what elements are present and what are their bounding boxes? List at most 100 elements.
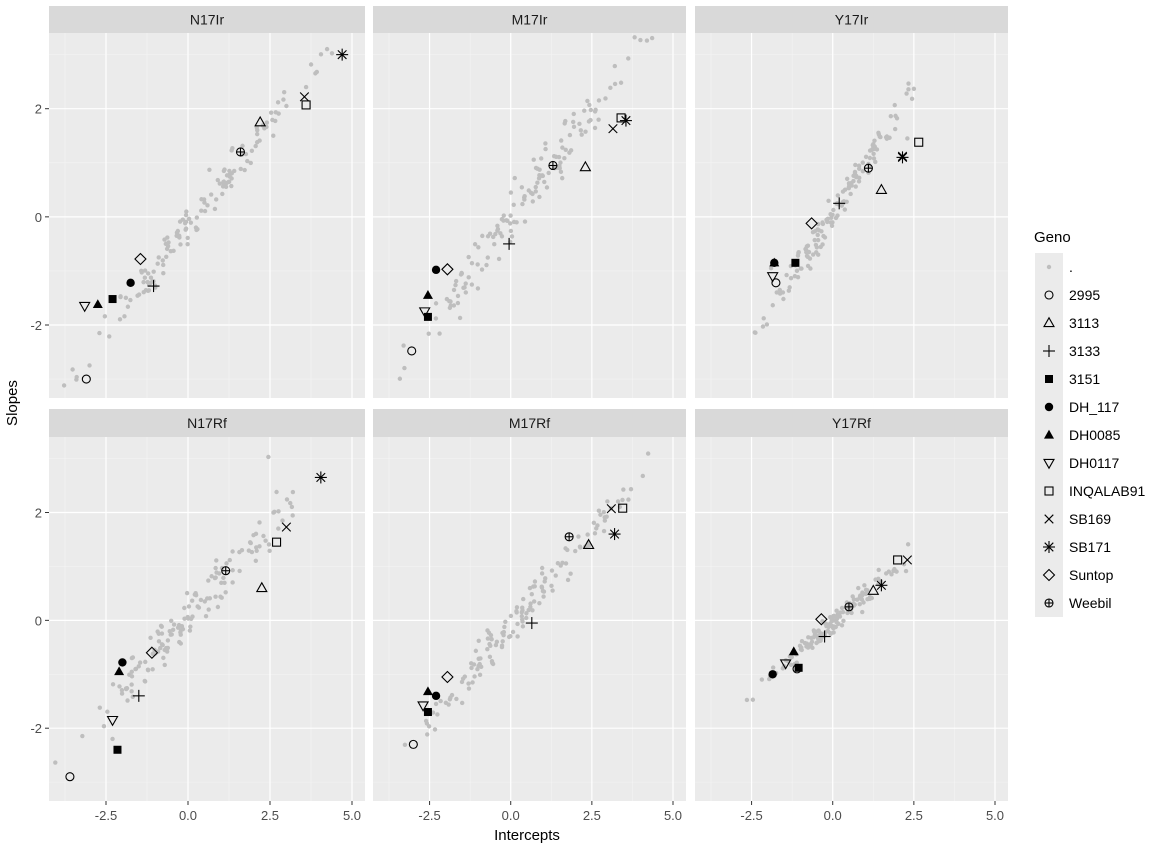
gray-point [537,600,542,606]
gray-point [853,162,858,168]
gray-point [205,203,210,208]
point-Weebil [221,566,231,576]
point-SB169 [299,92,310,102]
gray-point [475,286,481,291]
gray-point [123,686,129,691]
gray-point [160,258,165,263]
point-SB171 [619,114,632,127]
gray-point [469,282,475,287]
gray-point [788,662,794,668]
point-Suntop [145,646,159,659]
legend-label: Weebil [1069,595,1112,611]
gray-point [451,303,457,308]
legend-symbol-SB169 [1044,514,1054,524]
legend-title: Geno [1034,229,1071,246]
point-Suntop [815,612,828,626]
gray-point [466,686,472,691]
facet-strip [695,6,1008,33]
gray-point [175,228,181,234]
gray-point [219,595,224,600]
legend-label: 3133 [1069,343,1100,359]
gray-point [558,169,564,175]
gray-point [156,255,161,260]
gray-point [603,96,608,101]
gray-point [567,132,573,138]
point-SB171 [875,579,888,592]
gray-point [618,80,624,85]
gray-point [255,128,260,133]
facet-strip-label: M17Rf [509,415,550,431]
gray-point [752,330,757,335]
gray-point [795,253,801,258]
gray-point [281,97,286,102]
gray-point [851,173,856,179]
gray-point [272,509,277,514]
gray-point [178,242,183,247]
facet-strip-label: Y17Rf [832,415,871,431]
gray-point [605,499,610,504]
legend-symbol-SB171 [1043,541,1055,553]
legend-entry-DH0085: DH0085 [1035,421,1121,449]
gray-point [876,567,881,573]
point-Weebil [844,602,854,612]
gray-point [804,253,810,259]
gray-point [831,207,836,213]
gray-point [522,219,528,224]
gray-point [770,665,776,670]
gray-point [869,147,874,153]
gray-point [227,557,232,563]
legend-symbol-DH0117 [1043,458,1055,470]
panel-background [373,33,686,398]
gray-point [850,594,855,599]
gray-point [438,698,443,704]
point-SB169 [608,124,618,134]
gray-point [136,664,141,669]
point-DH0085 [92,299,103,309]
gray-point [789,654,794,660]
facet-strip-label: N17Rf [187,415,227,431]
point-3133 [525,617,538,630]
legend-label: DH_117 [1069,399,1120,415]
gray-point [148,635,153,640]
gray-point [612,63,618,69]
gray-point [196,605,202,610]
gray-point [794,268,800,273]
gray-point [856,585,861,591]
gray-point [143,659,148,665]
gray-point [553,154,559,160]
legend-label: 3113 [1069,315,1099,331]
gray-point [905,542,911,547]
legend-symbol-3151 [1045,375,1053,383]
gray-point [401,343,406,348]
gray-point [876,576,881,582]
gray-point [262,126,267,131]
gray-point [750,697,756,702]
gray-point [453,278,459,284]
gray-point [871,142,876,147]
gray-point [251,532,256,538]
gray-point [568,571,573,576]
gray-point [546,170,551,176]
gray-point [97,330,102,336]
point-2995 [408,739,418,749]
gray-point [535,180,540,185]
gray-point [487,654,493,660]
gray-point [577,121,582,127]
gray-point [129,689,134,694]
legend-entry-SB171: SB171 [1035,533,1111,561]
gray-point [189,598,195,603]
gray-point [592,125,598,131]
gray-point [854,597,860,602]
gray-point [215,604,221,610]
gray-point [129,669,134,674]
gray-point [230,580,235,585]
gray-point [130,694,135,700]
gray-point [118,294,123,300]
gray-point [563,147,568,153]
gray-point [496,256,502,262]
gray-point [837,614,843,619]
gray-point [852,169,858,175]
gray-point [805,243,811,248]
gray-point [906,87,911,92]
gray-point [402,742,408,748]
